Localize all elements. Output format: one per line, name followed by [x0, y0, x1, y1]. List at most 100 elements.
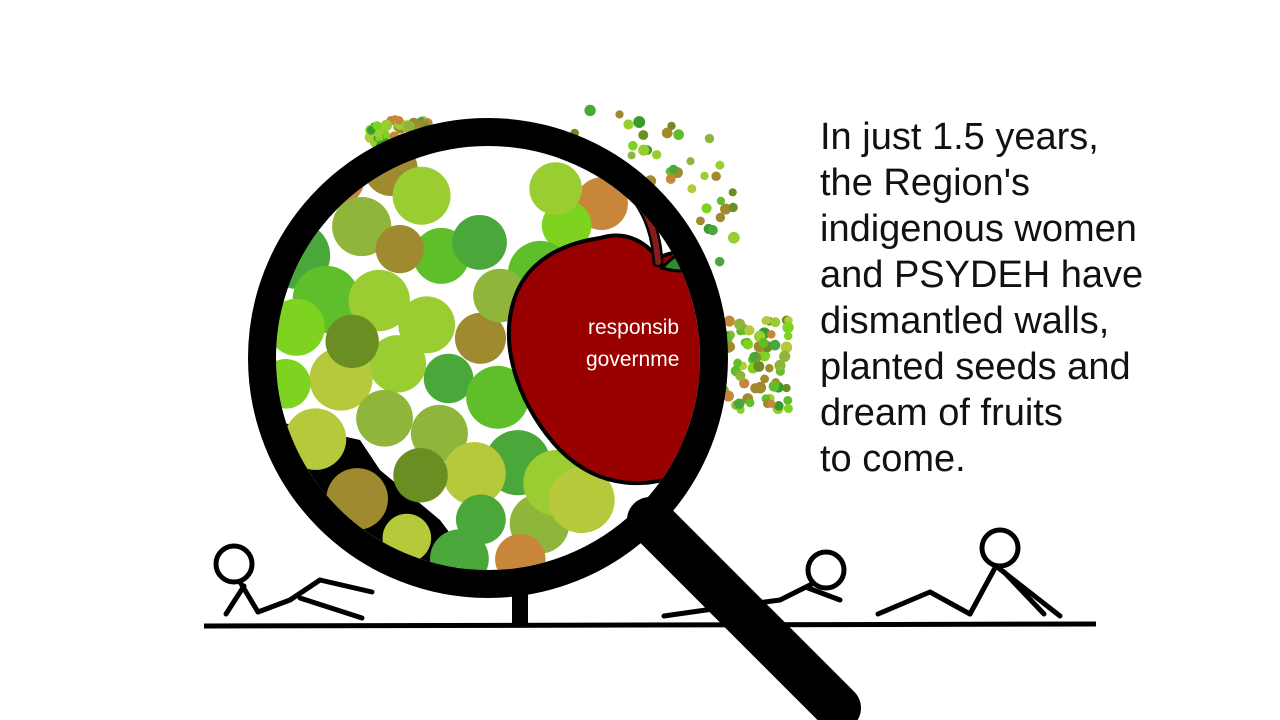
apple-label-line1: responsib [588, 316, 679, 339]
foliage-dot [686, 157, 695, 166]
foliage-dot [700, 171, 709, 181]
foliage-dot [638, 130, 649, 141]
caption-line: dream of fruits [820, 392, 1063, 434]
foliage-blob [325, 314, 379, 369]
foliage-dot [758, 349, 771, 362]
foliage-dot [783, 331, 793, 341]
foliage-dot [769, 339, 781, 351]
foliage-blob [276, 298, 325, 356]
foliage-dot [779, 350, 791, 362]
foliage-dot [633, 116, 646, 129]
foliage-dot [780, 341, 793, 354]
foliage-blob [466, 365, 530, 429]
foliage-dot [774, 401, 784, 411]
stick-figure-icon [875, 527, 1063, 619]
foliage-dot [762, 315, 772, 325]
foliage-blob [392, 166, 451, 225]
foliage-dot [707, 225, 718, 236]
foliage-dot [767, 399, 776, 408]
caption-line: and PSYDEH have [820, 254, 1144, 296]
foliage-dot [720, 203, 732, 215]
foliage-dot [372, 121, 382, 131]
caption-line: dismantled walls, [820, 300, 1110, 342]
foliage-dot [753, 360, 765, 372]
caption-line: In just 1.5 years, [820, 116, 1099, 158]
foliage-dot [627, 151, 636, 160]
foliage-dot [744, 325, 755, 336]
foliage-dot [394, 115, 404, 125]
foliage-dot [667, 121, 676, 131]
foliage-dot [696, 216, 705, 226]
foliage-dot [704, 133, 715, 144]
foliage-dot [722, 390, 734, 402]
foliage-dot [651, 149, 662, 160]
foliage-dot [665, 174, 676, 184]
foliage-blob [529, 162, 582, 215]
foliage-dot [782, 321, 794, 334]
foliage-dot [735, 370, 746, 381]
tree-trunk [512, 590, 528, 624]
foliage-blob [423, 353, 474, 404]
foliage-blob [276, 358, 311, 409]
foliage-dot [728, 188, 737, 197]
foliage-blob [495, 534, 546, 570]
foliage-dot [728, 202, 738, 213]
foliage-blob [442, 442, 506, 506]
foliage-dot [668, 164, 679, 174]
foliage-dot [739, 378, 750, 389]
foliage-dot [758, 338, 769, 348]
foliage-dot [733, 359, 742, 368]
foliage-dot [723, 315, 735, 327]
foliage-dot [584, 104, 596, 117]
foliage-dot [403, 120, 415, 133]
foliage-dot [638, 144, 650, 156]
apple-label-line2: governme [586, 348, 679, 371]
caption-line: the Region's [820, 162, 1031, 204]
foliage-dot [687, 184, 697, 194]
foliage-dot [711, 171, 721, 182]
foliage-dot [749, 351, 760, 362]
foliage-dot [615, 110, 624, 119]
foliage-dot [768, 380, 780, 392]
foliage-dot [380, 119, 393, 132]
foliage-blob [356, 389, 413, 447]
foliage-blob [454, 312, 507, 364]
foliage-dot [673, 129, 684, 141]
caption-text: In just 1.5 years, the Region's indigeno… [820, 114, 1260, 482]
foliage-dot [760, 374, 769, 384]
foliage-blob [548, 466, 615, 534]
foliage-blob [410, 404, 468, 462]
foliage-blob [393, 448, 448, 503]
foliage-dot [661, 127, 673, 139]
foliage-blob [348, 269, 410, 332]
foliage-dot [774, 359, 786, 372]
apple-icon: responsib governme [506, 180, 700, 486]
stick-figure-icon [661, 549, 847, 619]
caption-line: indigenous women [820, 208, 1137, 250]
foliage-dot [734, 318, 746, 330]
foliage-dot [628, 140, 638, 151]
foliage-blob [429, 529, 489, 570]
magnifying-glass-icon [248, 118, 861, 720]
foliage-dot [714, 256, 725, 267]
foliage-dot [742, 339, 754, 350]
foliage-dot [715, 160, 725, 170]
foliage-blob [375, 225, 424, 274]
foliage-dot [623, 119, 634, 130]
foliage-dot [765, 364, 774, 373]
foliage-dot [734, 398, 745, 409]
foliage-dot [783, 395, 793, 405]
foliage-dot [715, 212, 726, 223]
foliage-dot [745, 398, 755, 408]
foliage-dot [716, 196, 726, 206]
caption-line: planted seeds and [820, 346, 1131, 388]
foliage-blob [368, 335, 427, 393]
caption-line: to come. [820, 438, 966, 480]
ground-line [203, 621, 1097, 629]
foliage-dot [767, 330, 776, 339]
foliage-dot [783, 404, 793, 414]
foliage-dot [782, 383, 791, 393]
foliage-blob [398, 296, 456, 354]
foliage-blob [452, 215, 507, 270]
